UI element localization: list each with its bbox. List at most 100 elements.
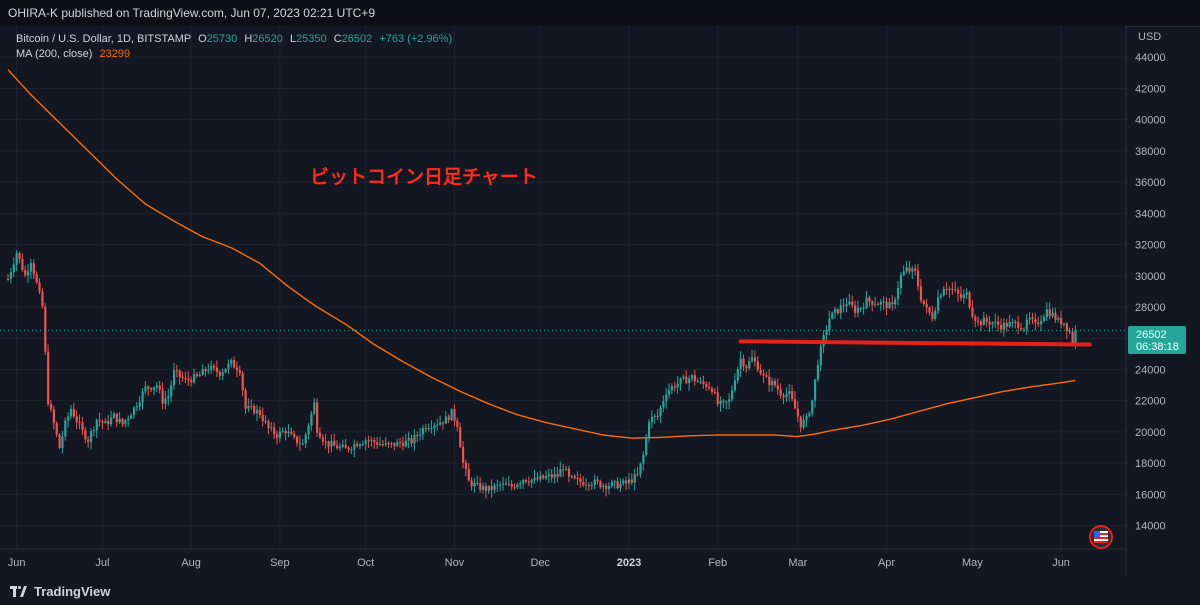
candle-body: [662, 401, 665, 408]
candle-body: [484, 485, 488, 491]
candle-body: [713, 391, 717, 393]
candle-body: [224, 369, 227, 373]
candle-body: [699, 381, 702, 383]
candle-body: [130, 415, 133, 419]
candle-body: [585, 484, 588, 486]
candle-body: [55, 423, 58, 435]
candle-body: [871, 301, 874, 305]
candle-body: [324, 441, 327, 443]
candle-body: [845, 304, 848, 307]
candle-body: [52, 409, 55, 424]
candle-body: [739, 358, 742, 370]
candle-body: [710, 388, 714, 392]
candle-body: [670, 386, 674, 390]
candle-body: [464, 462, 468, 469]
tradingview-logo-text: TradingView: [34, 584, 111, 599]
legend-high-value: 26520: [252, 33, 283, 45]
price-tick-label: 34000: [1135, 208, 1166, 220]
candle-body: [264, 421, 267, 423]
candle-body: [258, 409, 262, 415]
candle-body: [204, 368, 207, 372]
candle-body: [828, 318, 831, 331]
candle-body: [573, 476, 576, 478]
candle-body: [1002, 322, 1006, 330]
legend-low-label: L: [290, 33, 296, 45]
candle-body: [361, 443, 365, 445]
time-tick-label: Oct: [357, 557, 374, 569]
candle-body: [318, 432, 322, 438]
candle-body: [656, 415, 659, 417]
price-chart[interactable]: Bitcoin / U.S. Dollar, 1D, BITSTAMP O257…: [0, 26, 1200, 605]
candle-body: [768, 376, 771, 386]
candle-body: [184, 378, 187, 380]
candle-body: [607, 486, 611, 489]
candle-body: [413, 434, 416, 444]
candle-body: [916, 270, 920, 287]
candle-body: [753, 357, 757, 362]
candle-body: [35, 274, 38, 283]
chart-area[interactable]: Bitcoin / U.S. Dollar, 1D, BITSTAMP O257…: [0, 26, 1200, 605]
candle-body: [227, 363, 230, 370]
candle-body: [321, 437, 324, 442]
candle-body: [533, 477, 536, 480]
candle-body: [788, 391, 791, 395]
candle-body: [1025, 319, 1028, 330]
price-tick-label: 40000: [1135, 115, 1166, 127]
candle-body: [868, 297, 871, 302]
candle-body: [728, 399, 731, 402]
candle-body: [29, 263, 33, 272]
candle-body: [1057, 317, 1060, 320]
candle-body: [576, 477, 579, 479]
candle-body: [559, 469, 562, 477]
candle-body: [891, 302, 894, 305]
candle-body: [553, 474, 556, 478]
candle-body: [854, 305, 857, 313]
candle-body: [908, 267, 911, 272]
candle-body: [67, 416, 70, 421]
candle-body: [974, 316, 977, 321]
candle-body: [642, 454, 645, 464]
candle-body: [233, 360, 236, 368]
candle-body: [722, 400, 725, 403]
us-flag-icon[interactable]: [1089, 525, 1113, 549]
tradingview-logo[interactable]: TradingView: [10, 584, 110, 599]
legend-change: +763 (+2.96%): [379, 33, 452, 45]
candle-body: [954, 289, 957, 291]
candle-body: [636, 474, 639, 476]
candle-body: [519, 483, 522, 485]
candle-body: [476, 482, 479, 484]
candle-body: [991, 322, 994, 325]
candle-body: [522, 479, 525, 484]
candle-body: [270, 427, 273, 429]
candle-body: [742, 358, 745, 367]
candle-body: [676, 383, 679, 388]
candle-body: [101, 421, 104, 423]
candle-body: [668, 389, 671, 395]
candle-body: [914, 268, 917, 271]
candle-body: [733, 380, 737, 391]
candle-body: [95, 419, 98, 431]
candle-body: [416, 434, 419, 436]
candle-body: [78, 421, 81, 423]
candle-body: [805, 415, 808, 420]
candle-body: [1008, 322, 1011, 327]
candle-body: [811, 400, 814, 414]
price-axis-unit: USD: [1138, 31, 1161, 43]
candle-body: [751, 357, 754, 362]
candle-body: [616, 481, 619, 488]
candle-body: [902, 271, 905, 275]
candle-body: [782, 395, 785, 398]
candle-body: [61, 436, 64, 448]
candle-body: [1045, 309, 1048, 318]
candle-body: [427, 428, 430, 430]
candle-body: [690, 375, 694, 379]
price-tick-label: 38000: [1135, 146, 1166, 158]
candle-body: [390, 443, 393, 445]
candle-body: [213, 365, 216, 368]
candle-body: [47, 351, 50, 404]
candle-body: [874, 304, 877, 306]
candle-body: [622, 480, 625, 484]
candle-body: [316, 402, 319, 433]
candle-body: [627, 479, 631, 484]
candle-body: [510, 483, 513, 487]
